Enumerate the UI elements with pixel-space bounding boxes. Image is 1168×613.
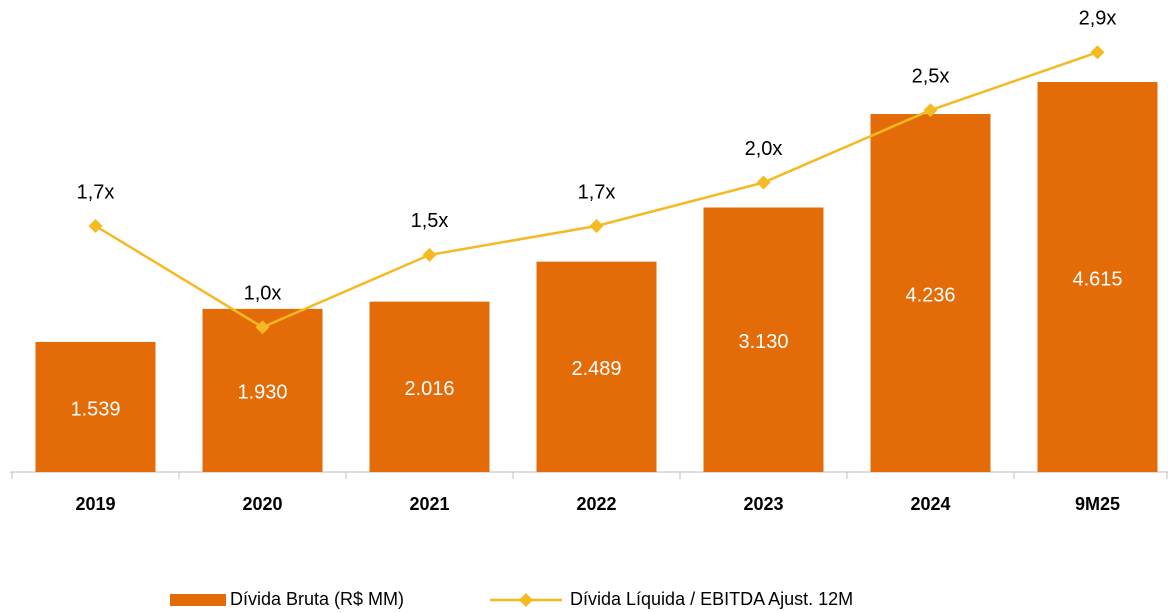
line-marker [589, 218, 604, 233]
legend-label: Dívida Líquida / EBITDA Ajust. 12M [570, 589, 853, 609]
line-marker [756, 175, 771, 190]
bar-value-label: 4.236 [905, 284, 955, 306]
legend-label: Dívida Bruta (R$ MM) [230, 589, 404, 609]
line-value-label: 1,7x [578, 181, 616, 203]
x-tick-label: 9M25 [1075, 494, 1120, 514]
bar [703, 207, 824, 472]
line-marker [422, 247, 437, 262]
line-marker [88, 218, 103, 233]
bar-value-label: 2.016 [404, 378, 454, 400]
bar [870, 114, 991, 472]
line-value-label: 1,0x [244, 283, 282, 305]
line-value-label: 1,5x [411, 210, 449, 232]
bar [202, 308, 323, 472]
x-tick-label: 2024 [910, 494, 950, 514]
x-tick-label: 2019 [75, 494, 115, 514]
x-tick-label: 2022 [576, 494, 616, 514]
bar [369, 301, 490, 472]
line-value-label: 2,0x [745, 138, 783, 160]
x-tick-label: 2021 [409, 494, 449, 514]
line-marker [255, 320, 270, 335]
legend-swatch [519, 593, 533, 607]
line-marker [923, 103, 938, 118]
bar [1037, 82, 1158, 472]
line-value-label: 1,7x [77, 181, 115, 203]
line-value-label: 2,5x [912, 65, 950, 87]
line-marker [1090, 45, 1105, 60]
legend-swatch [170, 594, 226, 606]
bar [536, 261, 657, 472]
bar-value-label: 1.539 [70, 398, 120, 420]
x-tick-label: 2023 [743, 494, 783, 514]
x-tick-label: 2020 [242, 494, 282, 514]
bar-value-label: 3.130 [738, 331, 788, 353]
bar [35, 341, 156, 472]
bar-value-label: 2.489 [571, 358, 621, 380]
bar-value-label: 4.615 [1072, 268, 1122, 290]
bar-value-label: 1.930 [237, 382, 287, 404]
line-value-label: 2,9x [1079, 8, 1117, 30]
